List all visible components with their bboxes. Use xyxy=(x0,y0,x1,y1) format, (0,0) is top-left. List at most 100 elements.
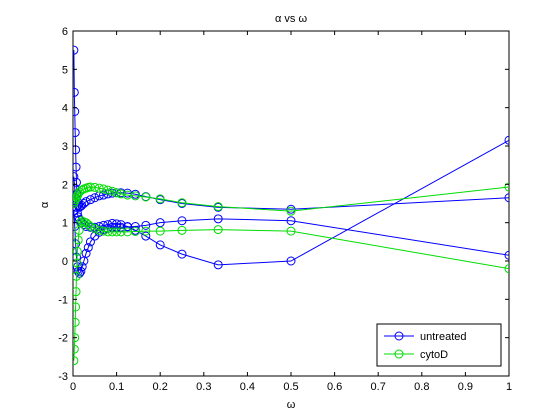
y-tick-label: 0 xyxy=(62,256,68,268)
legend-marker-cytod xyxy=(394,349,404,359)
data-point-cytod xyxy=(94,225,104,235)
y-tick-label: 5 xyxy=(62,64,68,76)
data-point-cytod xyxy=(83,220,93,230)
data-point-cytod xyxy=(504,182,509,192)
data-point-untreated xyxy=(73,45,79,55)
data-point-cytod xyxy=(286,206,296,216)
data-point-cytod xyxy=(85,182,95,192)
data-point-cytod xyxy=(155,194,165,204)
y-axis-label: α xyxy=(39,201,51,208)
y-tick-label: -3 xyxy=(58,371,68,383)
y-tick-label: -1 xyxy=(58,294,68,306)
data-point-cytod xyxy=(90,182,100,192)
data-point-untreated xyxy=(73,162,81,172)
y-tick-label: 1 xyxy=(62,218,68,230)
data-point-cytod xyxy=(73,235,83,245)
legend-box xyxy=(376,323,502,367)
y-axis-ticks: -3 -2 -1 0 1 2 3 4 5 6 xyxy=(58,26,509,383)
data-point-untreated xyxy=(213,214,223,224)
series-layer xyxy=(73,45,509,366)
data-point-cytod xyxy=(112,227,122,237)
data-point-untreated xyxy=(83,243,93,253)
data-point-cytod xyxy=(177,225,187,235)
legend-marker-untreated xyxy=(394,331,404,341)
data-point-cytod xyxy=(213,202,223,212)
data-point-untreated xyxy=(504,135,509,145)
data-point-cytod xyxy=(103,227,113,237)
data-point-cytod xyxy=(112,188,122,198)
legend-label-cytod: cytoD xyxy=(420,349,448,361)
data-point-untreated xyxy=(73,208,82,218)
data-point-cytod xyxy=(99,226,109,236)
data-point-cytod xyxy=(177,198,187,208)
data-point-cytod xyxy=(141,226,151,236)
data-point-cytod xyxy=(90,223,100,233)
data-point-cytod xyxy=(77,185,87,195)
data-point-untreated xyxy=(85,237,95,247)
data-point-untreated xyxy=(73,172,79,182)
x-tick-label: 0.5 xyxy=(283,381,298,393)
data-point-untreated xyxy=(81,248,91,258)
x-axis-label: ω xyxy=(287,399,296,411)
y-tick-label: -2 xyxy=(58,333,68,345)
x-tick-label: 0.4 xyxy=(240,381,255,393)
series-cytod xyxy=(73,182,509,366)
data-point-untreated xyxy=(123,222,132,231)
y-tick-label: 3 xyxy=(62,141,68,153)
data-point-untreated xyxy=(116,220,126,230)
plot-area xyxy=(72,30,510,377)
data-point-cytod xyxy=(141,192,151,202)
data-point-cytod xyxy=(116,189,126,199)
plot-clip xyxy=(73,45,509,366)
data-point-cytod xyxy=(73,356,79,366)
x-tick-label: 0.7 xyxy=(371,381,386,393)
x-tick-label: 0.6 xyxy=(327,381,342,393)
data-point-untreated xyxy=(177,216,187,226)
data-point-untreated xyxy=(286,216,296,226)
data-point-untreated xyxy=(73,87,79,97)
data-point-untreated xyxy=(504,193,509,203)
data-point-untreated xyxy=(141,220,151,230)
data-point-cytod xyxy=(155,226,165,236)
x-tick-label: 0 xyxy=(70,381,76,393)
data-point-untreated xyxy=(141,231,151,241)
data-point-cytod xyxy=(107,227,117,237)
data-point-cytod xyxy=(73,302,81,312)
data-point-untreated xyxy=(213,260,223,270)
data-point-cytod xyxy=(286,226,296,236)
data-point-cytod xyxy=(73,317,80,327)
data-point-untreated xyxy=(103,220,113,230)
data-point-untreated xyxy=(75,268,85,278)
data-point-cytod xyxy=(77,216,87,226)
data-point-cytod xyxy=(130,226,140,236)
x-axis-ticks: 0 0.1 0.2 0.3 0.4 0.5 0.6 0.7 0.8 0.9 1 xyxy=(70,31,512,393)
data-point-cytod xyxy=(107,186,117,196)
data-point-cytod xyxy=(116,227,126,237)
data-point-cytod xyxy=(85,222,95,231)
data-point-cytod xyxy=(73,258,82,268)
x-tick-label: 1 xyxy=(506,381,512,393)
data-point-cytod xyxy=(73,344,79,354)
data-point-cytod xyxy=(73,333,80,343)
x-tick-label: 0.9 xyxy=(458,381,473,393)
data-point-untreated xyxy=(85,195,95,205)
data-point-cytod xyxy=(94,183,104,193)
series-line-untreated xyxy=(73,139,509,266)
data-point-untreated xyxy=(504,250,509,260)
data-point-untreated xyxy=(73,128,80,138)
chart-title: α vs ω xyxy=(275,13,307,25)
x-tick-label: 0.8 xyxy=(414,381,429,393)
legend: untreated cytoD xyxy=(376,323,502,367)
data-point-cytod xyxy=(103,185,113,195)
y-tick-label: 4 xyxy=(62,103,68,115)
data-point-untreated xyxy=(177,249,187,259)
data-point-untreated xyxy=(79,199,89,208)
data-point-untreated xyxy=(286,256,296,266)
data-point-cytod xyxy=(73,246,82,256)
legend-label-untreated: untreated xyxy=(420,331,466,343)
x-tick-label: 0.3 xyxy=(196,381,211,393)
data-point-cytod xyxy=(73,287,81,297)
data-point-cytod xyxy=(73,271,81,281)
data-point-cytod xyxy=(130,191,140,201)
